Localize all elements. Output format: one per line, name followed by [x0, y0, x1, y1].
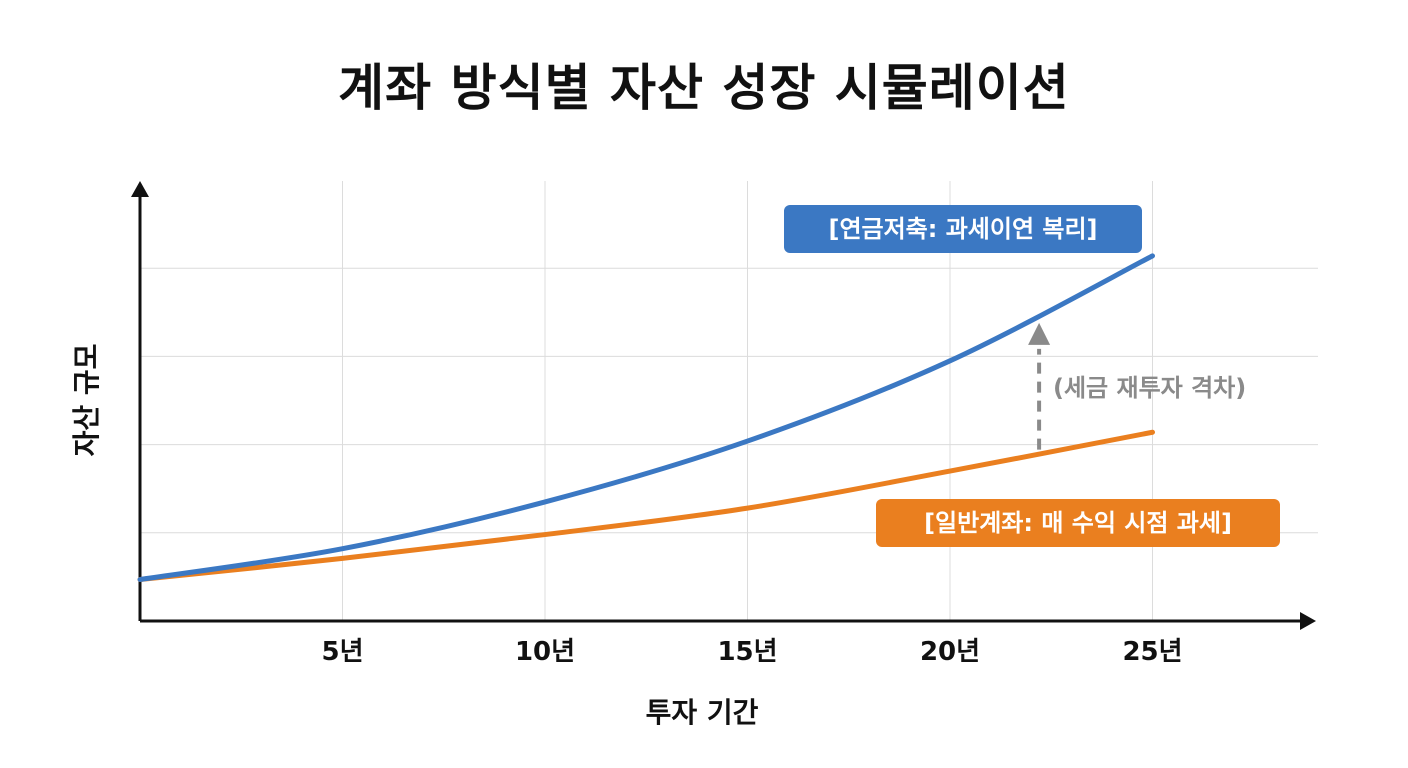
x-tick-label: 25년 [1122, 637, 1182, 667]
legend-layer: [연금저축: 과세이연 복리] [일반계좌: 매 수익 시점 과세] [784, 205, 1280, 547]
x-tick-label: 5년 [321, 637, 363, 667]
gap-arrow-head-icon [1028, 322, 1051, 345]
legend-label-pension: [연금저축: 과세이연 복리] [784, 205, 1142, 253]
legend-label-pension-text: [연금저축: 과세이연 복리] [828, 215, 1097, 243]
x-axis-arrow-icon [1300, 612, 1316, 630]
x-tick-label: 15년 [717, 637, 777, 667]
chart-title: 계좌 방식별 자산 성장 시뮬레이션 [338, 59, 1070, 117]
legend-label-general-background [876, 499, 1280, 547]
gap-annotation-text: (세금 재투자 격차) [1053, 374, 1246, 402]
x-tick-label: 10년 [515, 637, 575, 667]
x-tick-labels: 5년 10년 15년 20년 25년 [321, 637, 1182, 667]
x-axis-label: 투자 기간 [646, 696, 759, 729]
annotation-layer: (세금 재투자 격차) [1028, 322, 1246, 450]
axes [131, 181, 1316, 630]
series-line-general [137, 429, 1155, 583]
legend-label-pension-background [784, 205, 1142, 253]
legend-label-general: [일반계좌: 매 수익 시점 과세] [876, 499, 1280, 547]
series-layer [137, 253, 1155, 583]
x-tick-label: 20년 [920, 637, 980, 667]
legend-label-general-text: [일반계좌: 매 수익 시점 과세] [924, 509, 1232, 537]
series-line-pension [137, 253, 1155, 583]
y-axis-arrow-icon [131, 181, 149, 197]
y-axis-label: 자산 규모 [70, 344, 103, 457]
